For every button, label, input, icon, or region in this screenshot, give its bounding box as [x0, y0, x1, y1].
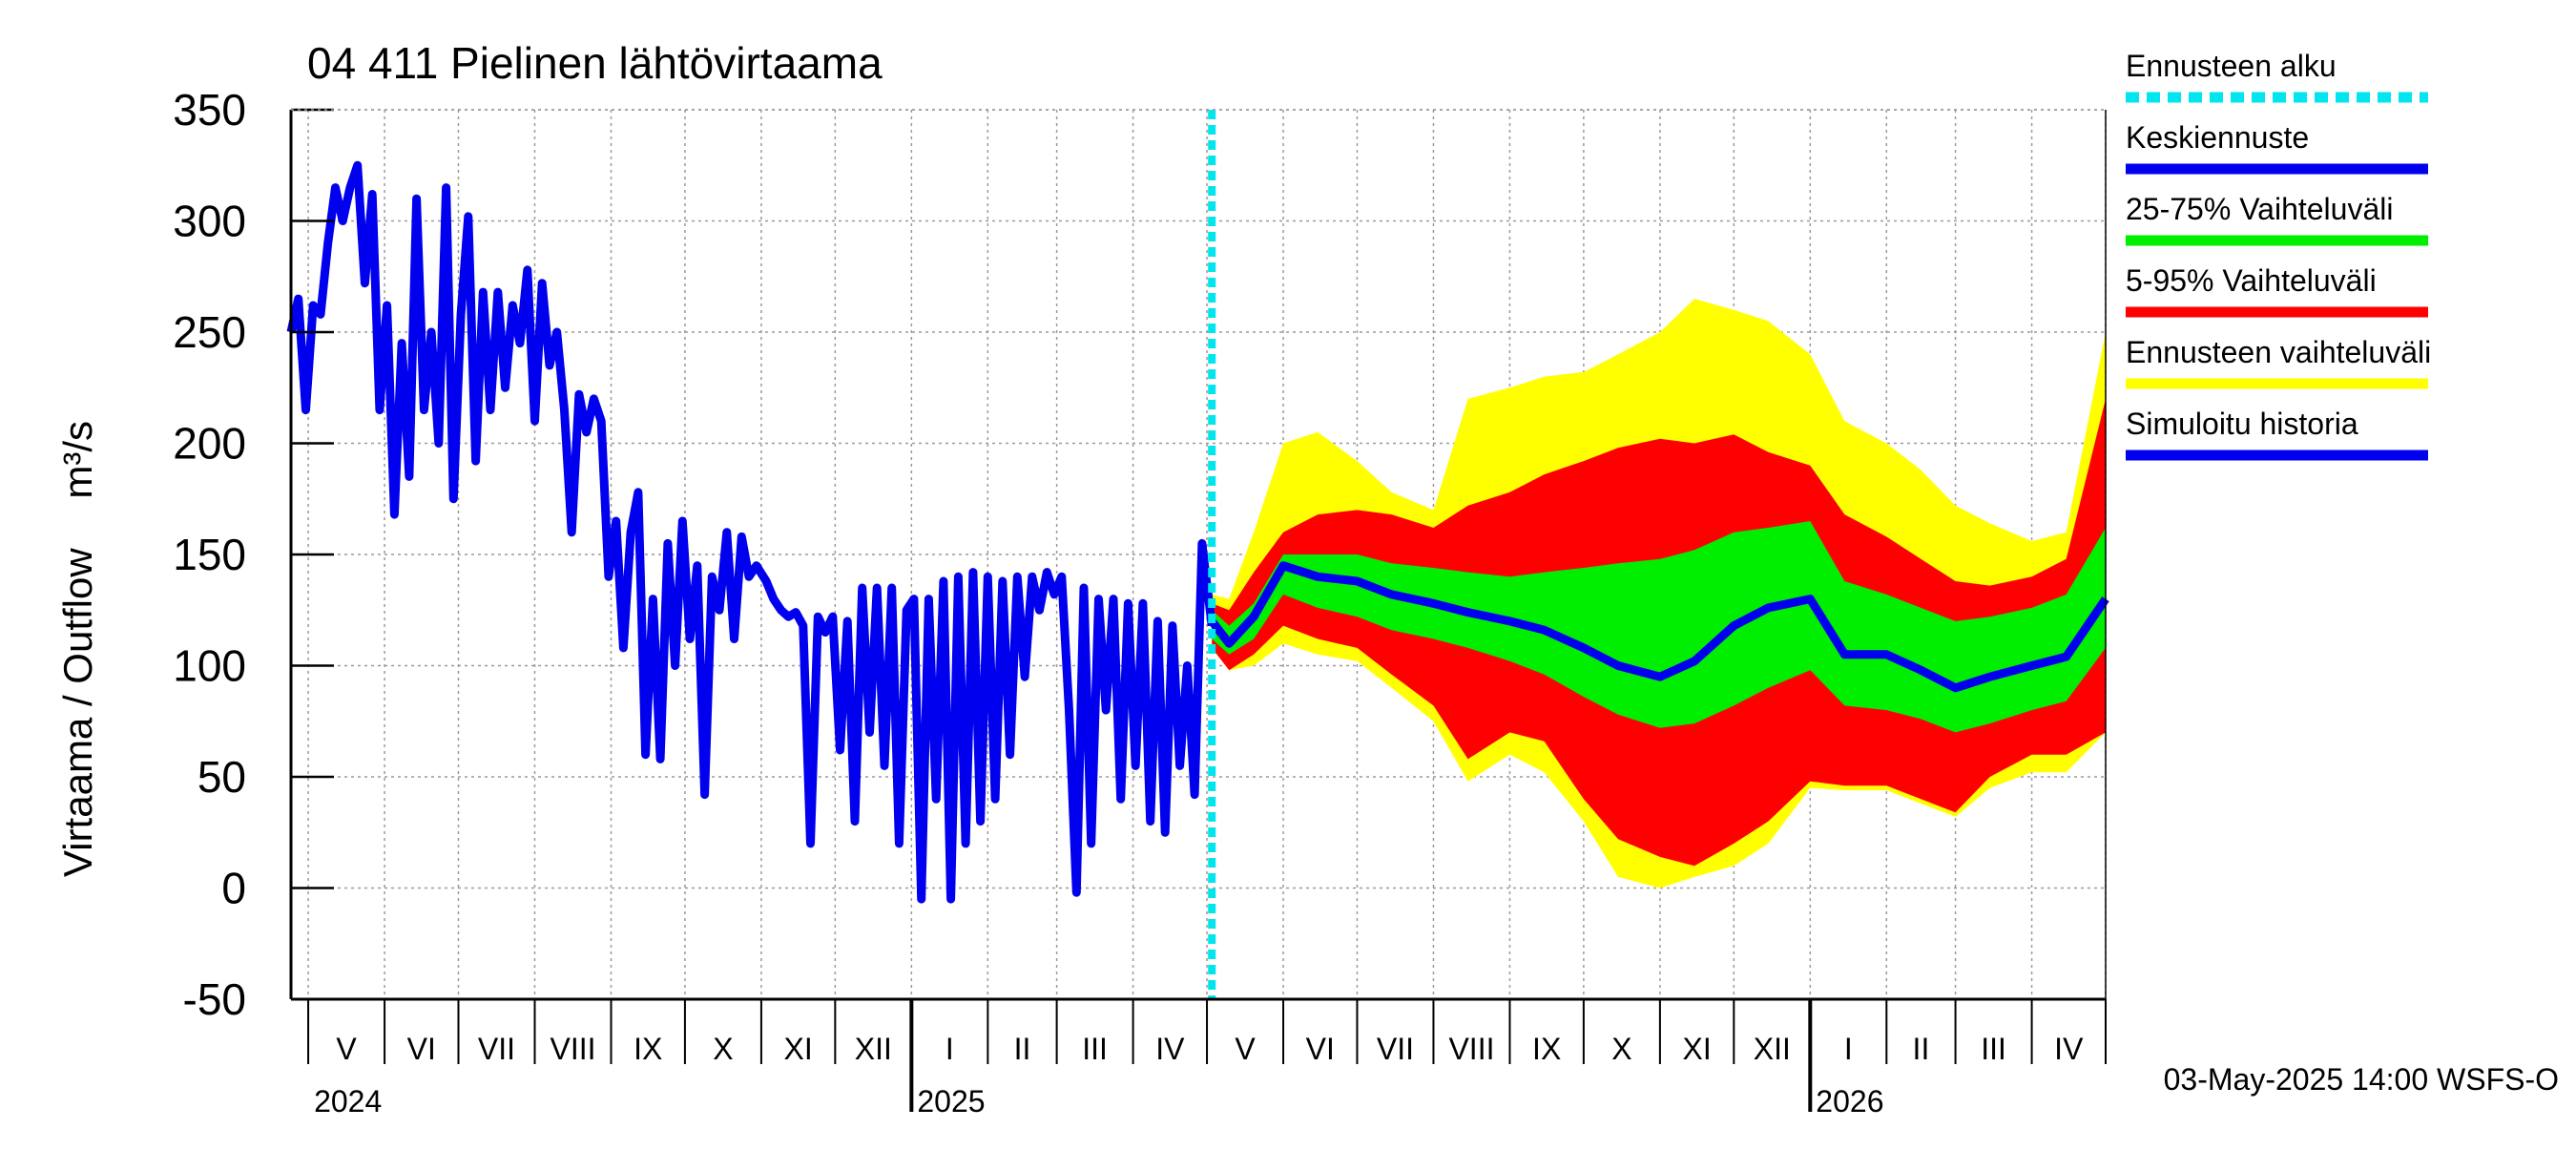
month-label: I — [1844, 1032, 1853, 1066]
month-label: VI — [407, 1032, 436, 1066]
month-label: V — [1235, 1032, 1256, 1066]
month-label: XII — [855, 1032, 892, 1066]
y-axis-label-group: Virtaama / Outflow m³/s — [55, 421, 100, 877]
month-label: II — [1014, 1032, 1031, 1066]
y-tick-label: -50 — [183, 974, 246, 1024]
y-tick-label: 50 — [197, 752, 246, 802]
year-label: 2025 — [917, 1084, 985, 1119]
month-label: III — [1082, 1032, 1108, 1066]
legend: Ennusteen alku Keskiennuste 25-75% Vaihtel… — [2126, 49, 2431, 461]
chart-title: 04 411 Pielinen lähtövirtaama — [307, 38, 883, 88]
legend-label: Simuloitu historia — [2126, 407, 2358, 441]
legend-label: Keskiennuste — [2126, 120, 2309, 155]
month-label: XII — [1754, 1032, 1791, 1066]
footer-timestamp: 03-May-2025 14:00 WSFS-O — [2164, 1062, 2559, 1097]
legend-label: Ennusteen vaihteluväli — [2126, 335, 2431, 369]
month-label: XI — [1682, 1032, 1711, 1066]
year-label: 2026 — [1816, 1084, 1883, 1119]
month-label: IX — [634, 1032, 662, 1066]
month-label: IV — [2054, 1032, 2084, 1066]
month-label: X — [713, 1032, 733, 1066]
month-label: XI — [784, 1032, 813, 1066]
y-tick-label: 300 — [173, 197, 246, 246]
lines-layer — [286, 110, 2109, 999]
y-tick-label: 250 — [173, 307, 246, 357]
month-label: V — [336, 1032, 357, 1066]
month-label: VII — [478, 1032, 515, 1066]
month-label: II — [1913, 1032, 1930, 1066]
month-label: VIII — [550, 1032, 595, 1066]
y-axis-unit: m³/s — [55, 421, 100, 499]
month-label: X — [1611, 1032, 1631, 1066]
month-label: I — [945, 1032, 954, 1066]
month-label: VIII — [1448, 1032, 1494, 1066]
month-label: III — [1981, 1032, 2006, 1066]
median-forecast-line — [1208, 561, 2109, 693]
legend-label: 5-95% Vaihteluväli — [2126, 263, 2377, 298]
month-label: VII — [1377, 1032, 1414, 1066]
month-label: IV — [1155, 1032, 1185, 1066]
y-tick-label: 350 — [173, 85, 246, 135]
y-tick-label: 0 — [221, 864, 246, 913]
y-axis-label: Virtaama / Outflow m³/s — [55, 421, 100, 877]
legend-label: 25-75% Vaihteluväli — [2126, 192, 2393, 226]
bands-layer — [1212, 299, 2106, 889]
history-line — [286, 160, 1216, 904]
y-axis-label-text: Virtaama / Outflow — [55, 548, 100, 877]
year-label: 2024 — [314, 1084, 382, 1119]
band-25-75 — [1212, 521, 2106, 733]
y-tick-label: 200 — [173, 419, 246, 469]
y-tick-label: 100 — [173, 641, 246, 691]
legend-label: Ennusteen alku — [2126, 49, 2337, 83]
y-tick-label: 150 — [173, 530, 246, 579]
month-label: VI — [1306, 1032, 1335, 1066]
month-label: IX — [1532, 1032, 1561, 1066]
